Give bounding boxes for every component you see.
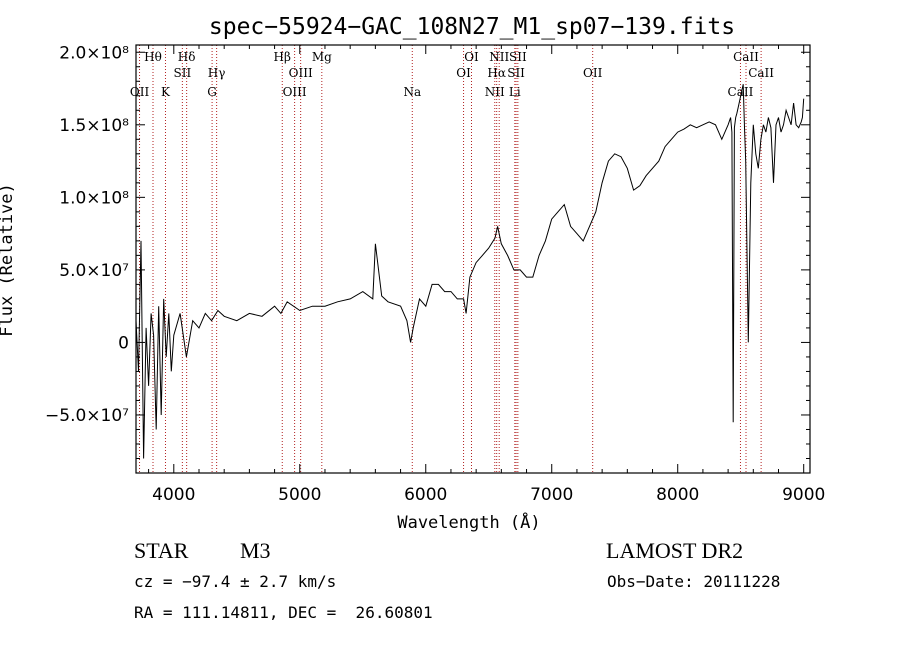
spectral-line-label: Hδ <box>178 50 196 64</box>
coordinates: RA = 111.14811, DEC = 26.60801 <box>134 603 433 622</box>
object-class: STAR <box>134 538 189 563</box>
x-tick-label: 8000 <box>656 485 699 505</box>
plot-frame <box>135 44 811 474</box>
x-tick-label: 5000 <box>278 485 321 505</box>
spectral-line-label: Li <box>509 85 521 99</box>
y-tick-label: 2.0×10⁸ <box>59 43 129 63</box>
spectral-line-label: G <box>207 85 217 99</box>
y-tick-label: −5.0×10⁷ <box>45 406 129 426</box>
spectrum-series-line <box>135 84 805 459</box>
spectral-line-label: Hα <box>487 66 506 80</box>
spectral-line-label: SII <box>509 50 527 64</box>
spectral-line-label: OIII <box>289 66 313 80</box>
spectral-line-label: CaII <box>728 85 754 99</box>
y-tick-label: 1.5×10⁸ <box>59 116 129 136</box>
y-axis-label: Flux (Relative) <box>0 183 17 337</box>
velocity-readout: cz = −97.4 ± 2.7 km/s <box>134 572 337 591</box>
spectral-line-label: NII <box>485 85 505 99</box>
spectral-line-label: SII <box>174 66 192 80</box>
x-tick-label: 7000 <box>530 485 573 505</box>
spectral-line-markers <box>139 45 762 473</box>
spectral-line-label: OIII <box>283 85 307 99</box>
x-tick-label: 4000 <box>152 485 195 505</box>
spectral-line-label: K <box>161 85 171 99</box>
axis-ticks: 4000 5000 6000 7000 8000 9000 2.0×10⁸ 1.5×10⁸ 1.… <box>45 43 825 505</box>
object-subclass: M3 <box>240 538 271 563</box>
spectral-line-label: OI <box>464 50 479 64</box>
spectral-line-label: Na <box>403 85 421 99</box>
spectral-line-labels: OIIHθKSIIHδGHγHβOIIIOIIIMgNaOIOINIIHαNII… <box>130 50 774 99</box>
spectral-line-label: OII <box>583 66 603 80</box>
y-tick-label: 1.0×10⁸ <box>59 188 129 208</box>
chart-title: spec−55924−GAC_108N27_M1_sp07−139.fits <box>209 14 735 40</box>
y-tick-label: 0 <box>118 333 129 353</box>
spectral-line-label: OII <box>130 85 150 99</box>
obs-date: Obs−Date: 20111228 <box>607 572 781 591</box>
spectral-line-label: CaII <box>733 50 759 64</box>
x-tick-label: 6000 <box>404 485 447 505</box>
spectral-line-label: Hθ <box>144 50 162 64</box>
spectral-line-label: SII <box>507 66 525 80</box>
spectral-line-label: OI <box>456 66 471 80</box>
survey-name: LAMOST DR2 <box>606 538 744 563</box>
spectral-line-label: Hγ <box>208 66 226 80</box>
spectral-line-label: Mg <box>312 50 332 64</box>
spectral-line-label: CaII <box>748 66 774 80</box>
x-tick-label: 9000 <box>782 485 825 505</box>
x-axis-label: Wavelength (Å) <box>397 511 540 533</box>
y-tick-label: 5.0×10⁷ <box>59 261 129 281</box>
spectral-line-label: NII <box>489 50 509 64</box>
spectral-line-label: Hβ <box>274 50 291 64</box>
